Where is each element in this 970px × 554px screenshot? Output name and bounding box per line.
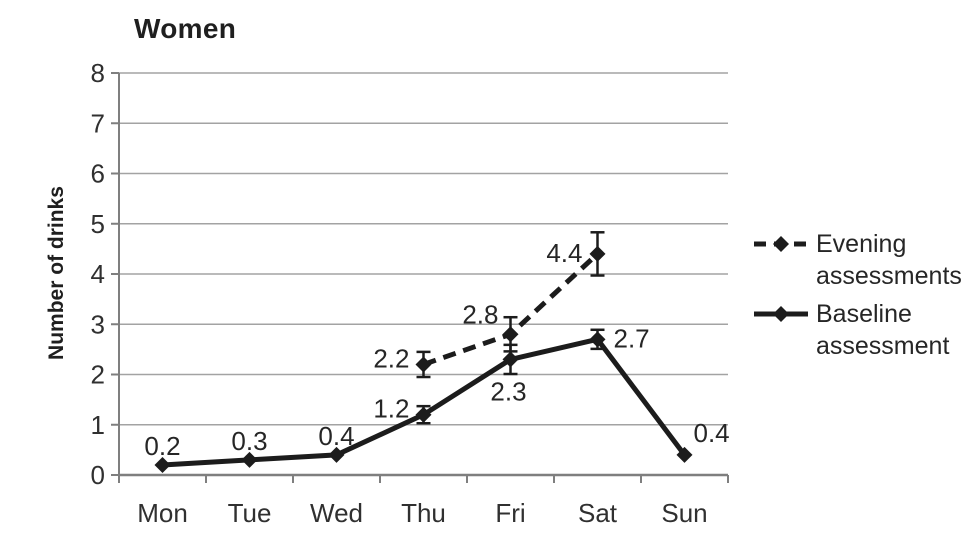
x-tick-label: Tue bbox=[228, 498, 272, 528]
y-tick-label: 4 bbox=[91, 259, 105, 289]
dashed-line-diamond-icon bbox=[752, 231, 810, 257]
data-point-marker bbox=[589, 331, 606, 348]
data-point-marker bbox=[241, 451, 258, 468]
y-tick-label: 0 bbox=[91, 460, 105, 490]
x-tick-label: Sat bbox=[578, 498, 618, 528]
data-point-marker bbox=[415, 406, 432, 423]
x-tick-label: Sun bbox=[661, 498, 707, 528]
data-point-label: 4.4 bbox=[546, 238, 582, 268]
y-tick-label: 1 bbox=[91, 410, 105, 440]
data-point-label: 0.3 bbox=[231, 426, 267, 456]
data-point-label: 2.3 bbox=[490, 376, 526, 406]
x-tick-label: Mon bbox=[137, 498, 188, 528]
data-point-label: 0.4 bbox=[694, 418, 730, 448]
x-tick-label: Wed bbox=[310, 498, 363, 528]
solid-line-diamond-icon bbox=[752, 301, 810, 327]
data-point-marker bbox=[415, 356, 432, 373]
data-point-marker bbox=[154, 456, 171, 473]
legend: Evening assessments Baseline assessment bbox=[752, 228, 966, 362]
legend-item-evening-assessments: Evening assessments bbox=[752, 228, 966, 292]
data-point-marker bbox=[676, 446, 693, 463]
data-point-label: 1.2 bbox=[373, 394, 409, 424]
y-tick-label: 8 bbox=[91, 58, 105, 88]
data-point-marker bbox=[589, 245, 606, 262]
y-tick-label: 2 bbox=[91, 360, 105, 390]
chart-title: Women bbox=[134, 13, 237, 44]
legend-marker-icon bbox=[754, 236, 808, 252]
y-tick-label: 3 bbox=[91, 309, 105, 339]
legend-marker-icon bbox=[754, 306, 808, 322]
data-point-label: 2.8 bbox=[462, 299, 498, 329]
data-point-marker bbox=[502, 326, 519, 343]
data-point-label: 2.7 bbox=[614, 323, 650, 353]
legend-label-evening: Evening assessments bbox=[816, 230, 962, 290]
data-point-marker bbox=[502, 351, 519, 368]
y-tick-label: 5 bbox=[91, 209, 105, 239]
x-tick-label: Thu bbox=[401, 498, 446, 528]
y-tick-label: 6 bbox=[91, 159, 105, 189]
x-tick-label: Fri bbox=[495, 498, 525, 528]
data-point-marker bbox=[328, 446, 345, 463]
legend-label-baseline: Baseline assessment bbox=[816, 300, 950, 360]
data-point-label: 2.2 bbox=[373, 343, 409, 373]
y-tick-label: 7 bbox=[91, 108, 105, 138]
legend-item-baseline-assessment: Baseline assessment bbox=[752, 298, 966, 362]
data-point-label: 0.2 bbox=[144, 431, 180, 461]
data-point-label: 0.4 bbox=[318, 421, 354, 451]
